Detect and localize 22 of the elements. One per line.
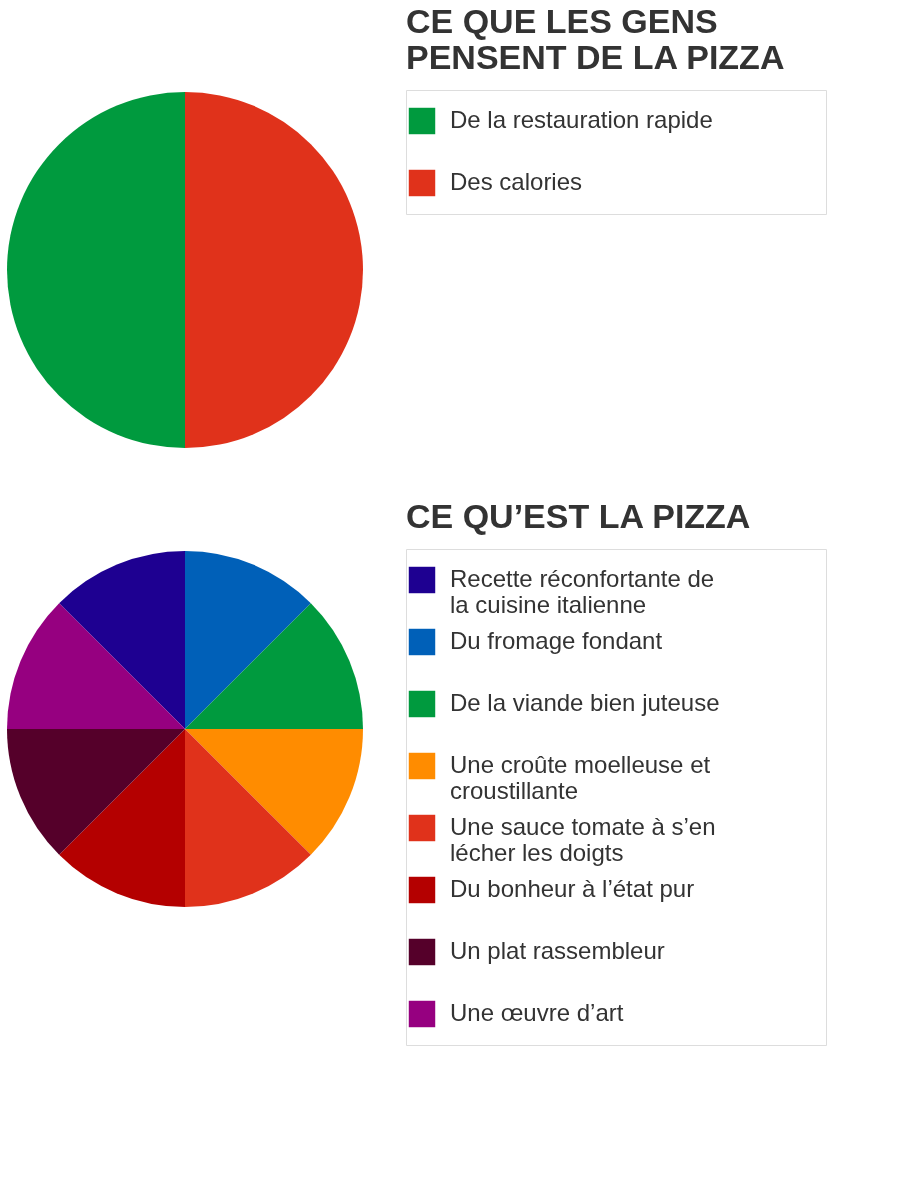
pie-slice — [59, 729, 185, 907]
legend-label: Du bonheur à l’état pur — [450, 875, 695, 902]
legend-label: Des calories — [450, 168, 583, 195]
pie-slice — [59, 551, 185, 729]
legend-label: Du fromage fondant — [450, 627, 663, 654]
legend-label: Une sauce tomate à s’en lécher les doigts — [450, 813, 716, 866]
legend-label: De la viande bien juteuse — [450, 689, 720, 716]
pie-slice — [185, 729, 363, 855]
legend-label: Un plat rassembleur — [450, 937, 665, 964]
pie-slice — [185, 603, 363, 729]
legend-label: De la restauration rapide — [450, 106, 713, 133]
pie-slice — [185, 729, 311, 907]
legend-label: Une croûte moelleuse et croustillante — [450, 751, 711, 804]
pie-slice — [7, 92, 185, 448]
pie-slice — [185, 551, 311, 729]
legend-label: Recette réconfortante de la cuisine italienne — [450, 565, 715, 618]
chart-title: CE QUE LES GENS PENSENT DE LA PIZZA — [406, 2, 785, 76]
pie-slice — [7, 729, 185, 855]
legend-label: Une œuvre d’art — [450, 999, 624, 1026]
pie-slice — [7, 603, 185, 729]
chart-title: CE QU’EST LA PIZZA — [406, 497, 751, 535]
pie-slice — [185, 92, 363, 448]
